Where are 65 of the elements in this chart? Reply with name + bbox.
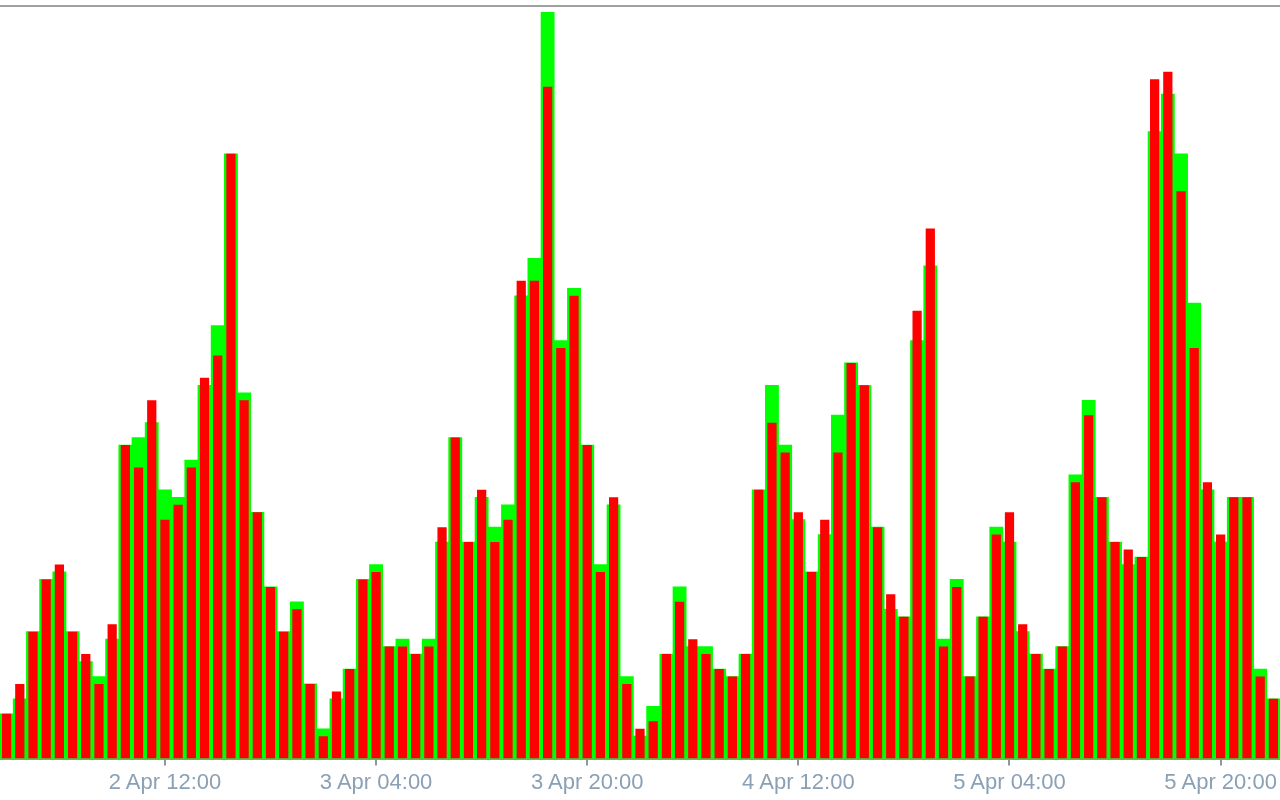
x-tick-label: 3 Apr 04:00 — [319, 768, 433, 794]
bar — [952, 586, 962, 759]
bar — [1216, 534, 1226, 759]
bar — [213, 355, 223, 759]
x-tick-label: 5 Apr 20:00 — [1164, 768, 1277, 794]
bar — [1255, 676, 1265, 759]
bar — [595, 571, 606, 759]
bar — [543, 86, 553, 759]
bar — [793, 512, 803, 759]
bar — [94, 683, 104, 759]
bar — [556, 347, 566, 759]
bar — [529, 280, 540, 759]
bar — [780, 452, 790, 759]
x-tick-label: 4 Apr 12:00 — [742, 768, 855, 794]
bar — [1189, 347, 1199, 759]
bar — [820, 519, 830, 759]
bar — [767, 422, 777, 759]
bar — [1084, 415, 1094, 759]
bar — [701, 654, 711, 759]
bar — [1123, 549, 1133, 759]
bar — [54, 564, 64, 759]
bar — [1163, 71, 1173, 759]
bar — [833, 452, 843, 759]
bar — [173, 504, 183, 759]
bar — [991, 534, 1001, 759]
bar — [292, 609, 302, 759]
bar — [424, 646, 434, 759]
bar — [160, 519, 170, 759]
bar — [397, 646, 408, 759]
bar — [1070, 482, 1081, 759]
bar — [503, 519, 513, 759]
x-tick-label: 3 Apr 20:00 — [530, 768, 644, 794]
bar — [437, 527, 447, 759]
bar — [199, 377, 210, 759]
bar — [490, 542, 500, 759]
bar — [318, 736, 328, 759]
bar — [912, 310, 922, 759]
bar — [133, 467, 144, 759]
x-tick-label: 2 Apr 12:00 — [108, 768, 222, 794]
bar — [477, 489, 487, 759]
bar — [81, 654, 91, 759]
x-tick-label: 5 Apr 04:00 — [953, 768, 1066, 794]
bar — [1176, 191, 1186, 759]
bar — [622, 683, 632, 759]
bar — [186, 467, 196, 759]
bar — [239, 400, 249, 759]
bar — [608, 497, 619, 759]
bar — [516, 280, 526, 759]
bar — [1004, 512, 1015, 759]
bar — [107, 624, 117, 759]
bar — [688, 639, 698, 759]
bar — [371, 571, 381, 759]
bar — [938, 646, 949, 759]
bar — [331, 691, 342, 759]
bar — [925, 228, 935, 759]
bar — [569, 295, 579, 759]
bar — [1150, 79, 1160, 759]
bar — [1018, 624, 1028, 759]
bar — [15, 683, 25, 759]
bar — [1202, 482, 1213, 759]
bar — [147, 400, 157, 759]
bar — [674, 601, 685, 759]
bar — [886, 594, 896, 759]
bar — [635, 728, 645, 759]
bar — [648, 721, 658, 759]
